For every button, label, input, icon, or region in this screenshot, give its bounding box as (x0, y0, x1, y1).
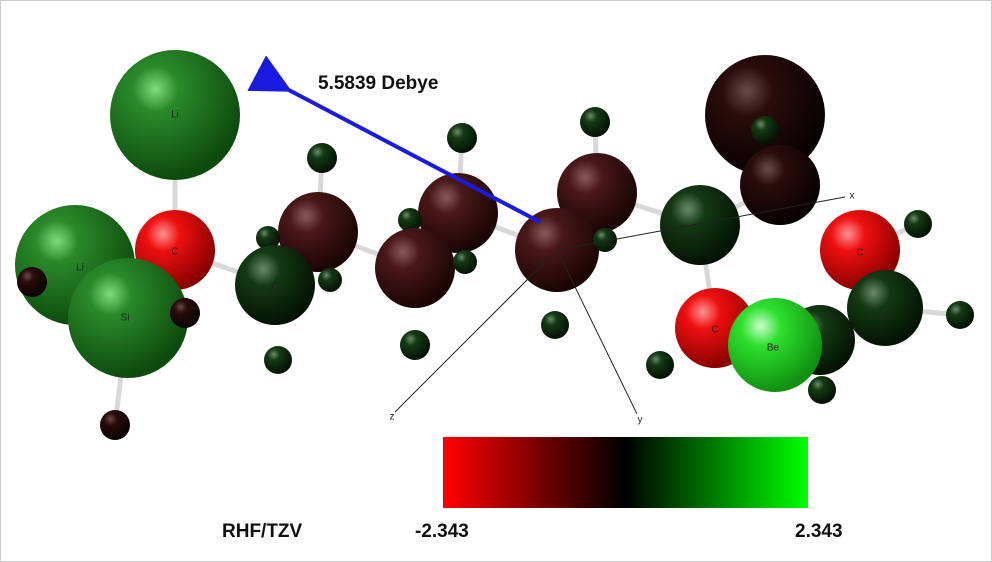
atom-label: C (856, 248, 863, 259)
scale-max: 2.343 (795, 521, 843, 542)
atom-label: C (171, 247, 178, 258)
method-label: RHF/TZV (222, 521, 303, 542)
atom-label: Li (171, 110, 179, 121)
color-scale (443, 437, 808, 508)
scale-min: -2.343 (415, 521, 469, 542)
axis-label: z (390, 412, 395, 423)
atom-label: C (271, 282, 278, 293)
atom-label: Be (767, 343, 780, 354)
axis-label: y (638, 415, 643, 426)
dipole-label: 5.5839 Debye (318, 73, 438, 94)
atom-label: C (711, 325, 718, 336)
atom-label: Li (76, 263, 84, 274)
axis-label: x (850, 191, 855, 202)
molecule-view: Li Li C Si C C C Be x y z 5.5839 Debye R… (0, 0, 992, 562)
atom-label: Si (121, 313, 130, 324)
